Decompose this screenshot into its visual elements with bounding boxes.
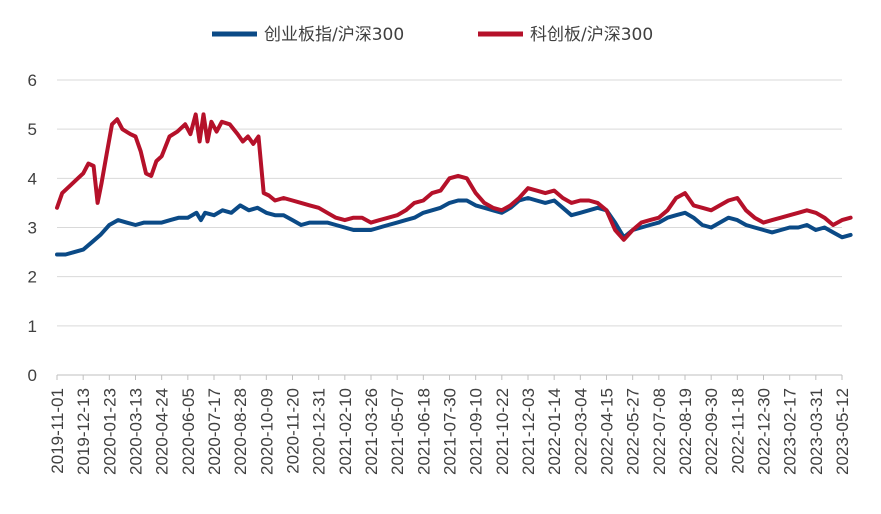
x-tick-label: 2022-05-27 xyxy=(624,388,643,475)
x-tick-label: 2020-08-28 xyxy=(231,388,250,475)
y-tick-label: 6 xyxy=(28,71,37,90)
x-tick-label: 2022-04-15 xyxy=(598,388,617,475)
x-tick-label: 2023-02-17 xyxy=(781,388,800,475)
series-line-2 xyxy=(55,112,853,242)
legend: 创业板指/沪深300 科创板/沪深300 xyxy=(212,25,653,45)
x-tick-label: 2020-01-23 xyxy=(100,388,119,475)
x-tick-label: 2021-06-18 xyxy=(414,388,433,475)
x-tick-label: 2020-07-17 xyxy=(205,388,224,475)
x-tick-label: 2022-01-14 xyxy=(545,388,564,475)
x-tick-label: 2021-09-10 xyxy=(467,388,486,475)
x-tick-label: 2021-05-07 xyxy=(388,388,407,475)
x-tick-label: 2020-06-05 xyxy=(179,388,198,475)
series-line-1 xyxy=(55,196,853,257)
gridlines xyxy=(57,79,842,376)
y-tick-label: 0 xyxy=(28,366,37,385)
x-axis-ticks: 2019-11-01 2019-12-13 2020-01-23 2020-03-13… xyxy=(48,375,852,475)
x-tick-label: 2020-12-31 xyxy=(310,388,329,475)
x-tick-label: 2021-12-03 xyxy=(519,388,538,475)
x-tick-label: 2022-07-08 xyxy=(650,388,669,475)
x-tick-label: 2023-05-12 xyxy=(833,388,852,475)
x-tick-label: 2022-11-18 xyxy=(728,388,747,474)
y-axis-ticks: 0 1 2 3 4 5 6 xyxy=(28,71,37,385)
y-tick-label: 3 xyxy=(28,219,37,238)
x-tick-label: 2021-03-26 xyxy=(362,388,381,475)
x-tick-label: 2022-09-30 xyxy=(702,388,721,475)
y-tick-label: 2 xyxy=(28,268,37,287)
x-tick-label: 2021-02-10 xyxy=(336,388,355,475)
x-tick-label: 2021-10-22 xyxy=(493,388,512,475)
x-tick-label: 2022-03-04 xyxy=(571,388,590,475)
legend-label-2: 科创板/沪深300 xyxy=(530,25,653,45)
x-tick-label: 2019-12-13 xyxy=(74,388,93,475)
y-tick-label: 5 xyxy=(28,120,37,139)
legend-label-1: 创业板指/沪深300 xyxy=(264,25,404,45)
x-tick-label: 2022-12-30 xyxy=(755,388,774,475)
x-tick-label: 2020-10-09 xyxy=(257,388,276,475)
series-lines xyxy=(55,112,853,257)
x-tick-label: 2021-07-30 xyxy=(441,388,460,475)
y-tick-label: 1 xyxy=(28,317,37,336)
x-tick-label: 2022-08-19 xyxy=(676,388,695,475)
x-tick-label: 2019-11-01 xyxy=(48,388,67,474)
x-tick-label: 2020-04-24 xyxy=(153,388,172,475)
x-tick-label: 2020-03-13 xyxy=(127,388,146,475)
x-tick-label: 2023-03-31 xyxy=(807,388,826,475)
x-tick-label: 2020-11-20 xyxy=(284,388,303,474)
y-tick-label: 4 xyxy=(28,169,37,188)
